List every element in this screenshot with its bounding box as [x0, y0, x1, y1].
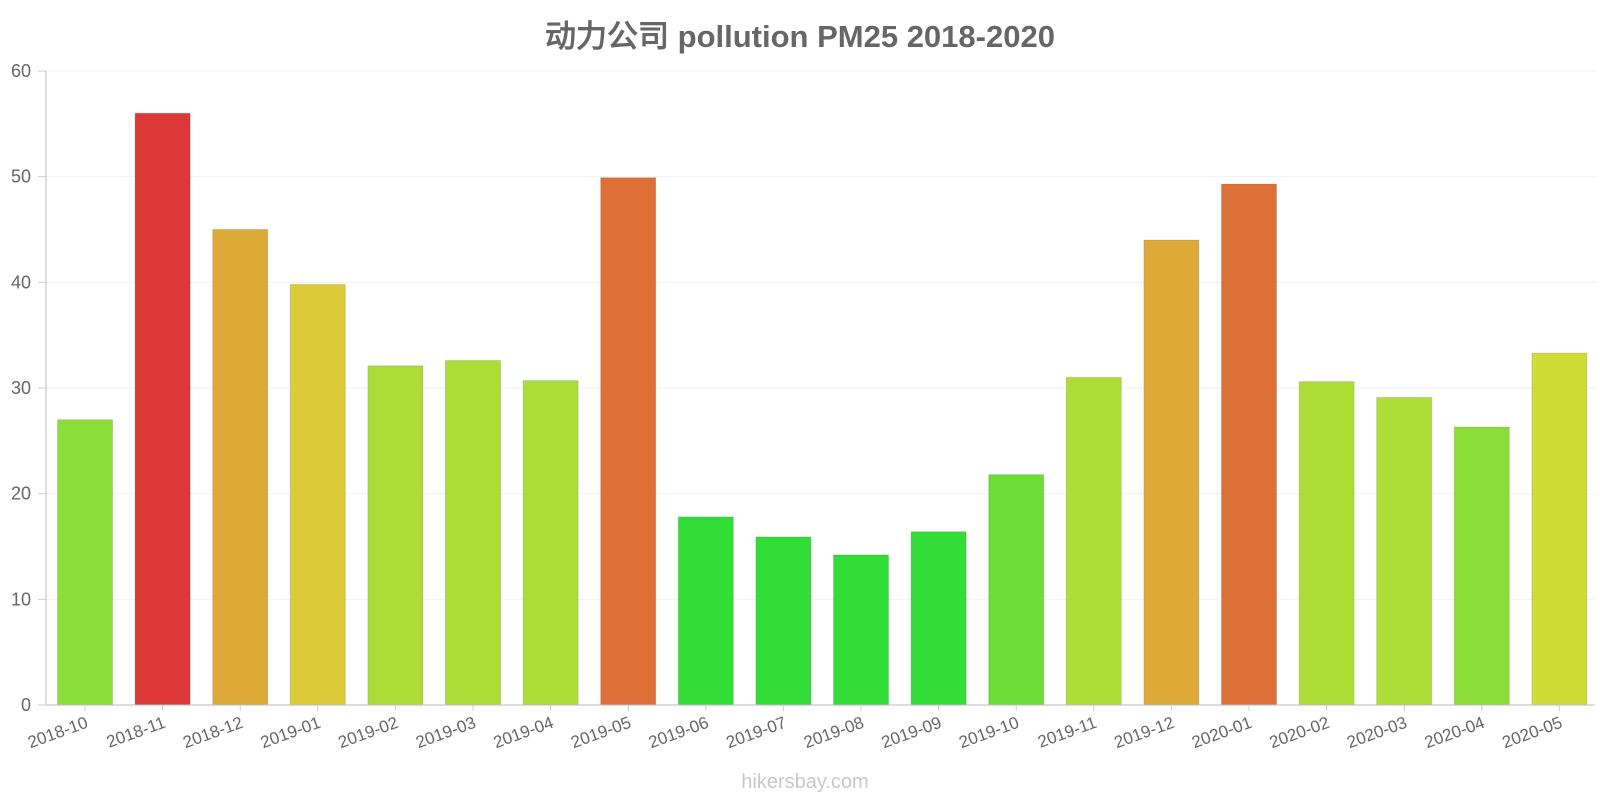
x-tick-label: 2019-03	[413, 713, 478, 752]
x-tick-label: 2018-11	[104, 713, 168, 752]
bar-2019-12[interactable]	[1143, 239, 1200, 706]
bar-2019-07[interactable]	[755, 536, 812, 706]
bar-2020-02[interactable]	[1298, 381, 1355, 706]
x-tick-label: 2019-10	[956, 713, 1021, 752]
x-tick-label: 2020-03	[1344, 713, 1409, 752]
bar-2020-03[interactable]	[1376, 397, 1433, 706]
y-tick-label: 0	[21, 695, 31, 715]
x-tick-label: 2018-10	[25, 713, 90, 752]
x-tick-label: 2019-11	[1035, 713, 1099, 752]
x-tick-label: 2019-01	[258, 713, 323, 752]
x-tick-label: 2020-01	[1189, 713, 1254, 752]
bar-2019-03[interactable]	[445, 360, 501, 706]
x-tick-label: 2019-05	[568, 713, 633, 752]
y-tick-label: 60	[11, 61, 31, 81]
bar-2019-02[interactable]	[367, 365, 424, 706]
bar-2020-05[interactable]	[1531, 352, 1588, 706]
bar-2019-09[interactable]	[910, 531, 967, 706]
y-tick-labels: 0 10 20 30 40 50 60	[11, 61, 31, 715]
bar-2019-05[interactable]	[600, 177, 657, 706]
axes	[45, 71, 1595, 706]
bar-2019-06[interactable]	[677, 516, 734, 706]
x-tick-labels: 2018-10 2018-11 2018-12 2019-01 2019-02 2019-…	[25, 705, 1565, 752]
y-tick-label: 30	[11, 378, 31, 398]
bar-2020-04[interactable]	[1453, 426, 1510, 706]
y-tick-label: 50	[11, 167, 31, 187]
y-tick-label: 40	[11, 272, 31, 292]
x-tick-label: 2019-08	[801, 713, 866, 752]
x-tick-label: 2020-05	[1500, 713, 1565, 752]
x-tick-label: 2019-06	[646, 713, 711, 752]
bar-2019-10[interactable]	[988, 474, 1045, 706]
x-tick-label: 2019-04	[491, 713, 556, 752]
watermark: hikersbay.com	[741, 771, 868, 793]
x-tick-label: 2019-12	[1112, 713, 1177, 752]
bar-2019-04[interactable]	[522, 380, 579, 706]
x-tick-label: 2019-02	[336, 713, 401, 752]
bar-2018-12[interactable]	[212, 229, 269, 706]
bars	[57, 112, 1588, 706]
x-tick-label: 2020-04	[1422, 713, 1487, 752]
x-tick-label: 2019-09	[879, 713, 944, 752]
y-tick-label: 10	[11, 589, 31, 609]
bar-2018-10[interactable]	[57, 419, 113, 706]
bar-2018-11[interactable]	[134, 112, 191, 706]
x-tick-label: 2019-07	[724, 713, 789, 752]
y-tick-label: 20	[11, 484, 31, 504]
chart-title: 动力公司 pollution PM25 2018-2020	[545, 19, 1055, 54]
bar-2019-11[interactable]	[1065, 376, 1122, 706]
grid-lines	[38, 70, 1595, 706]
bar-2019-01[interactable]	[289, 283, 346, 706]
bar-2019-08[interactable]	[833, 554, 889, 706]
x-tick-label: 2018-12	[180, 713, 245, 752]
bar-2020-01[interactable]	[1221, 183, 1277, 706]
x-tick-label: 2020-02	[1267, 713, 1332, 752]
